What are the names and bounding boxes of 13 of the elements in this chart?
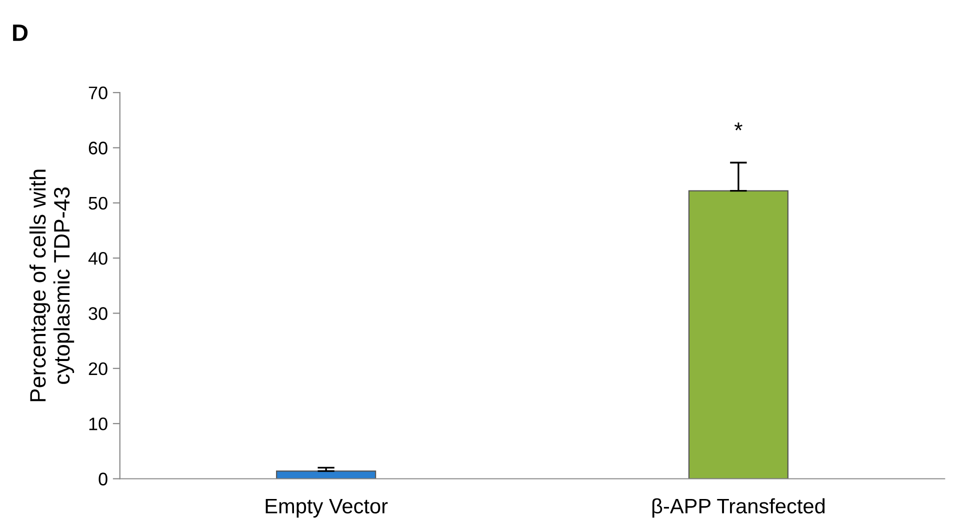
- y-tick-label: 10: [89, 418, 108, 430]
- y-tick-label: 40: [88, 252, 108, 265]
- annotation: *: [734, 122, 742, 130]
- chart-title: D: [13, 24, 28, 41]
- x-tick-label: β-APP Transfected: [652, 498, 825, 518]
- y-tick-label: 60: [88, 142, 108, 154]
- y-tick-label: 30: [88, 307, 108, 320]
- y-tick-label: 50: [88, 196, 108, 210]
- y-tick-label: 70: [88, 86, 108, 100]
- y-tick-label: 0: [98, 472, 108, 486]
- x-tick-label: Empty Vector: [266, 498, 388, 518]
- y-tick-label: 20: [88, 362, 108, 376]
- y-axis-title: Percentage of cells with cytoplasmic TDP-43: [29, 170, 74, 402]
